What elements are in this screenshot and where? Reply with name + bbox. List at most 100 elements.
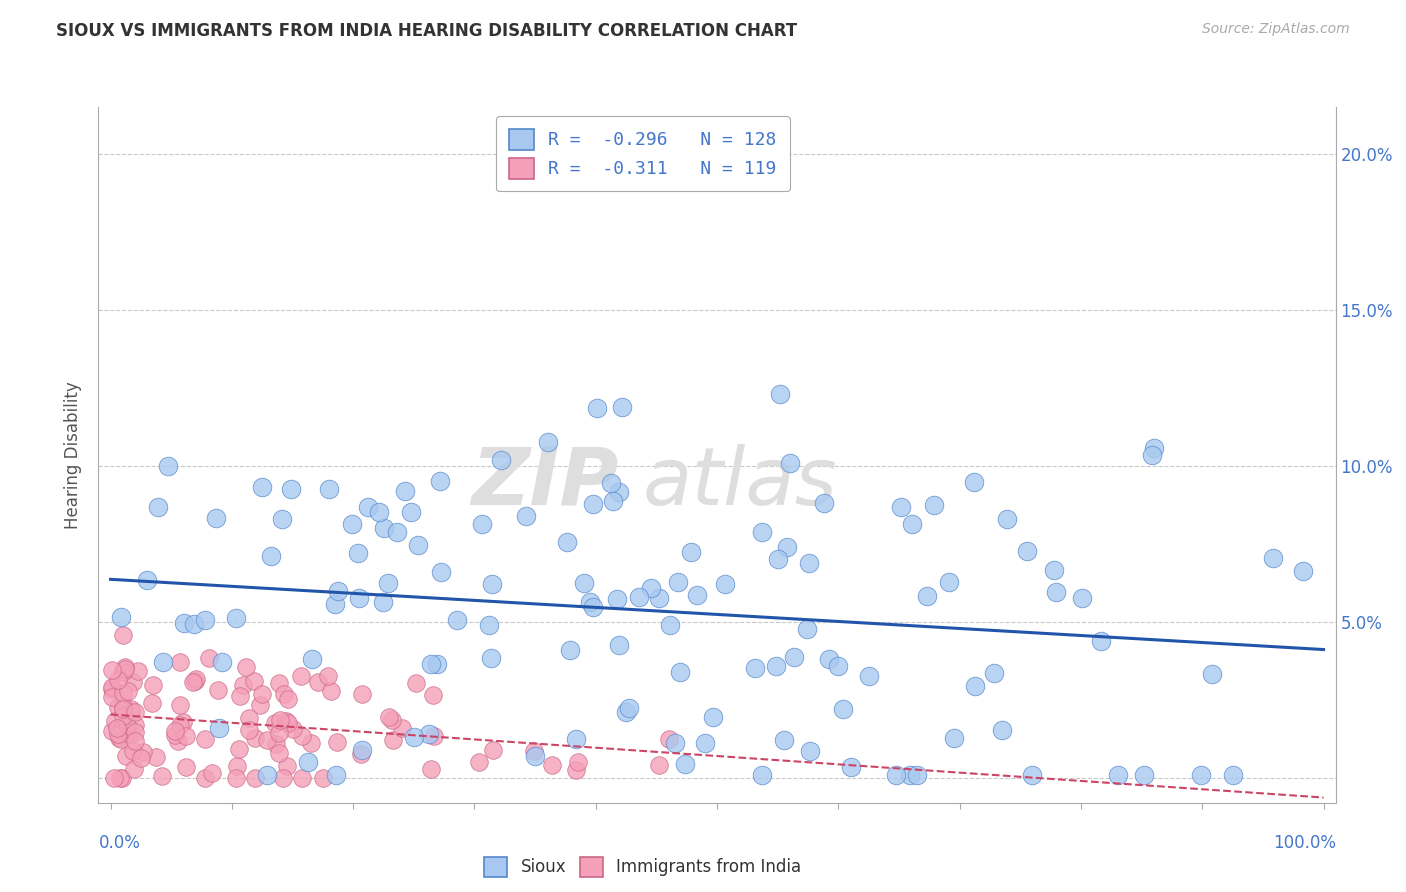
Point bbox=[541, 757, 564, 772]
Point bbox=[420, 657, 443, 671]
Point bbox=[659, 618, 682, 632]
Point bbox=[111, 686, 134, 700]
Point bbox=[111, 708, 134, 723]
Point bbox=[172, 714, 194, 729]
Point bbox=[991, 723, 1014, 737]
Point bbox=[307, 675, 329, 690]
Point bbox=[124, 718, 146, 732]
Point bbox=[173, 616, 195, 631]
Point bbox=[423, 729, 446, 743]
Point bbox=[481, 576, 503, 591]
Point bbox=[381, 733, 404, 747]
Point bbox=[1222, 768, 1244, 782]
Point bbox=[181, 674, 204, 689]
Point bbox=[312, 771, 335, 785]
Point bbox=[267, 676, 290, 690]
Point bbox=[280, 483, 302, 497]
Point bbox=[446, 613, 468, 627]
Point bbox=[243, 731, 266, 746]
Text: SIOUX VS IMMIGRANTS FROM INDIA HEARING DISABILITY CORRELATION CHART: SIOUX VS IMMIGRANTS FROM INDIA HEARING D… bbox=[56, 22, 797, 40]
Point bbox=[323, 598, 346, 612]
Point bbox=[619, 700, 641, 714]
Point bbox=[1107, 768, 1129, 782]
Point bbox=[1292, 564, 1315, 578]
Point bbox=[228, 741, 250, 756]
Point bbox=[174, 730, 197, 744]
Point bbox=[468, 755, 491, 769]
Point bbox=[714, 577, 737, 591]
Point bbox=[377, 576, 399, 591]
Point bbox=[111, 702, 134, 716]
Point bbox=[267, 725, 290, 739]
Point bbox=[105, 721, 128, 735]
Point bbox=[101, 723, 124, 738]
Point bbox=[112, 699, 135, 714]
Text: 100.0%: 100.0% bbox=[1272, 834, 1336, 852]
Point bbox=[1132, 768, 1154, 782]
Point bbox=[391, 721, 413, 735]
Point bbox=[207, 682, 229, 697]
Point bbox=[898, 768, 921, 782]
Point bbox=[256, 768, 278, 782]
Point bbox=[560, 643, 582, 657]
Point bbox=[112, 665, 135, 680]
Point bbox=[318, 482, 340, 496]
Point bbox=[193, 771, 215, 785]
Point bbox=[229, 689, 252, 703]
Point bbox=[839, 759, 862, 773]
Point bbox=[385, 524, 408, 539]
Point bbox=[938, 575, 960, 590]
Point bbox=[194, 613, 217, 627]
Point bbox=[1189, 768, 1212, 782]
Point bbox=[751, 524, 773, 539]
Point bbox=[373, 595, 395, 609]
Y-axis label: Hearing Disability: Hearing Disability bbox=[65, 381, 83, 529]
Point bbox=[108, 728, 131, 742]
Point bbox=[110, 771, 132, 785]
Point bbox=[273, 687, 295, 701]
Point bbox=[141, 697, 163, 711]
Point bbox=[827, 659, 849, 673]
Point bbox=[169, 698, 191, 712]
Point bbox=[328, 584, 350, 599]
Point bbox=[205, 511, 228, 525]
Point bbox=[479, 651, 502, 665]
Point bbox=[117, 722, 139, 736]
Point bbox=[157, 458, 180, 473]
Point bbox=[201, 765, 224, 780]
Point bbox=[357, 500, 380, 515]
Point bbox=[606, 592, 628, 607]
Text: atlas: atlas bbox=[643, 443, 838, 522]
Point bbox=[367, 505, 389, 519]
Point bbox=[111, 628, 134, 642]
Point bbox=[163, 723, 186, 738]
Point bbox=[291, 730, 314, 744]
Point bbox=[301, 652, 323, 666]
Point bbox=[350, 747, 373, 761]
Point bbox=[101, 690, 124, 705]
Point bbox=[122, 762, 145, 776]
Point bbox=[174, 760, 197, 774]
Point bbox=[471, 516, 494, 531]
Point bbox=[169, 718, 191, 732]
Point bbox=[281, 722, 304, 736]
Point bbox=[907, 768, 929, 782]
Point bbox=[491, 453, 513, 467]
Point bbox=[115, 749, 138, 764]
Point bbox=[124, 734, 146, 748]
Point bbox=[267, 747, 290, 761]
Point bbox=[783, 650, 806, 665]
Point bbox=[100, 680, 122, 694]
Point bbox=[290, 669, 312, 683]
Point bbox=[277, 715, 299, 730]
Point bbox=[169, 655, 191, 669]
Point bbox=[238, 723, 260, 738]
Point bbox=[401, 505, 423, 519]
Point bbox=[607, 638, 630, 652]
Point bbox=[405, 676, 427, 690]
Point bbox=[114, 662, 136, 676]
Point bbox=[627, 590, 650, 604]
Point bbox=[1021, 768, 1043, 782]
Point bbox=[103, 771, 125, 785]
Point bbox=[225, 771, 247, 785]
